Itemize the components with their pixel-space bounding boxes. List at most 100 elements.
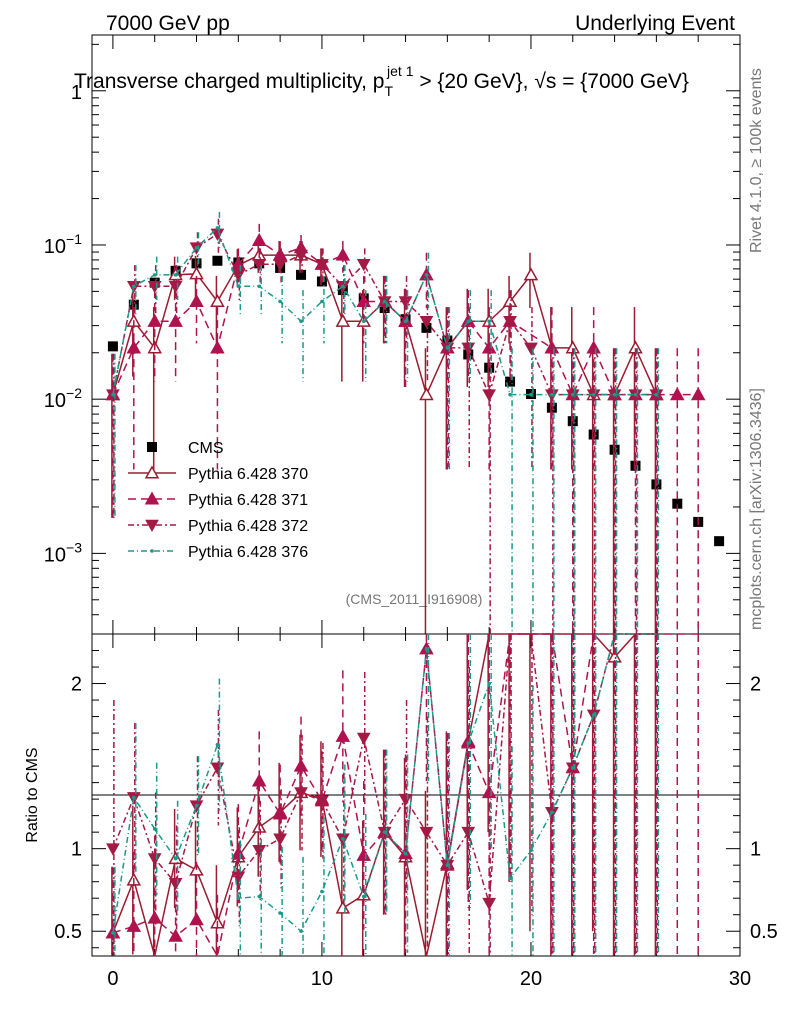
ratio-point [341, 836, 345, 841]
y-tick-label: 10−3 [44, 539, 82, 566]
ratio-point [294, 787, 308, 800]
data-point [591, 392, 596, 397]
ratio-series-3 [106, 633, 659, 956]
x-tick-label: 10 [311, 968, 333, 990]
legend-marker [145, 519, 159, 533]
data-point [107, 341, 118, 352]
data-point [210, 228, 225, 241]
series-line [112, 226, 657, 396]
data-point [654, 392, 659, 397]
data-point [251, 232, 267, 246]
ratio-tick-label: 2 [750, 674, 761, 696]
data-point [335, 247, 351, 261]
ratio-point [315, 795, 329, 808]
ratio-axis-ticks: 0 10 20 30 0.5 0.5 1 1 2 2 [54, 634, 778, 990]
y-tick-label: 10−2 [44, 385, 82, 412]
data-point [231, 269, 246, 282]
ratio-point [147, 853, 162, 866]
ratio-ylabel: Ratio to CMS [24, 747, 41, 842]
data-point [173, 273, 178, 277]
ratio-point [132, 795, 136, 800]
ratio-point [361, 894, 366, 899]
data-point [252, 258, 267, 272]
data-point [523, 267, 539, 281]
data-point [612, 392, 617, 397]
ratio-point [398, 793, 413, 807]
data-point [356, 258, 371, 272]
data-point [398, 296, 413, 309]
title-cond: > {20 GeV}, [413, 70, 534, 93]
ratio-point [152, 827, 157, 831]
ratio-point [591, 713, 596, 717]
data-point [212, 255, 223, 266]
ratio-point [215, 742, 220, 747]
ratio-point [320, 889, 324, 894]
analysis-watermark: (CMS_2011_I916908) [346, 591, 483, 607]
y-tick-label: 1 [71, 82, 82, 104]
series-2 [105, 223, 706, 634]
data-point [296, 269, 307, 280]
ratio-series-2 [105, 633, 699, 959]
data-point [403, 319, 408, 324]
data-point [419, 315, 434, 329]
data-point [482, 389, 497, 402]
ratio-point [293, 758, 309, 772]
data-point [714, 536, 725, 547]
data-point [445, 346, 450, 350]
legend: CMS Pythia 6.428 370 Pythia 6.428 371 Pythi… [128, 440, 308, 561]
data-point [419, 387, 434, 401]
legend-label: Pythia 6.428 370 [188, 466, 308, 483]
x-tick-label: 30 [729, 968, 751, 990]
data-point [152, 273, 157, 277]
main-series-layer [105, 211, 725, 634]
data-point [588, 429, 599, 440]
data-point [210, 340, 225, 354]
data-point [484, 362, 495, 373]
data-point [544, 340, 560, 354]
data-point [191, 258, 202, 269]
ratio-point [299, 929, 303, 934]
ratio-series-layer [105, 633, 699, 959]
ratio-point [126, 918, 142, 932]
legend-marker [150, 549, 154, 553]
ratio-point [481, 784, 497, 799]
data-point [466, 319, 471, 324]
data-point [315, 258, 329, 272]
ratio-point [529, 848, 533, 853]
header-right: Underlying Event [575, 12, 735, 35]
legend-label: CMS [188, 440, 224, 457]
ratio-point [419, 826, 434, 840]
ratio-point [278, 911, 282, 915]
ratio-line [112, 633, 699, 959]
legend-label: Pythia 6.428 376 [188, 544, 308, 561]
data-point [356, 293, 372, 308]
ratio-point [273, 833, 287, 846]
data-point [126, 340, 142, 354]
ratio-point [335, 728, 351, 742]
ratio-point [482, 897, 497, 911]
mcplots-label: mcplots.cern.ch [arXiv:1306.3436] [748, 388, 765, 630]
data-point [147, 313, 162, 327]
ratio-point [382, 830, 387, 834]
data-point [168, 280, 183, 294]
ratio-point [508, 876, 512, 881]
data-point [215, 226, 220, 230]
data-point [546, 402, 557, 413]
ratio-point [236, 896, 241, 901]
ratio-point [550, 810, 554, 815]
ratio-tick-label: 1 [750, 839, 761, 861]
ratio-point [424, 647, 429, 651]
ratio-point [173, 856, 178, 861]
title-main: Transverse charged multiplicity, p [74, 70, 384, 93]
ratio-panel: 0 10 20 30 0.5 0.5 1 1 2 2 [54, 633, 778, 990]
ratio-point [403, 851, 408, 856]
main-panel: 1 10−1 10−2 10−3 [44, 34, 741, 635]
data-point [508, 392, 512, 397]
ratio-point [570, 765, 575, 770]
ratio-point [106, 843, 120, 856]
data-point [210, 293, 225, 308]
y-tick-label: 10−1 [44, 231, 82, 258]
legend-label: Pythia 6.428 371 [188, 492, 308, 509]
data-point [299, 319, 303, 324]
x-tick-label: 20 [520, 968, 542, 990]
